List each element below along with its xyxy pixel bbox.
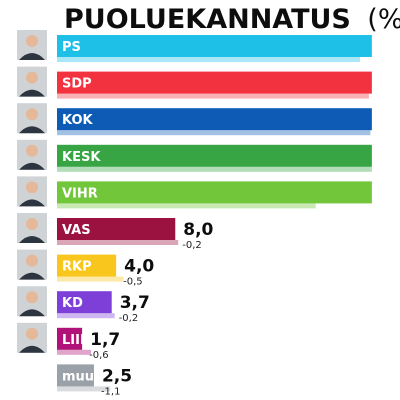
party-label-kok: KOK — [62, 113, 94, 128]
prev-bar-sdp — [57, 93, 369, 99]
chart-title-suffix: (%) — [367, 4, 400, 35]
shoulders-sdp — [19, 89, 45, 97]
change-label-kd: -0,2 — [119, 313, 139, 324]
value-label-kd: 3,7 — [120, 293, 150, 313]
party-label-liik: LIIK — [62, 333, 91, 348]
prev-bar-kesk — [57, 166, 372, 172]
bar-ps — [57, 35, 372, 57]
party-label-muut: muut — [62, 369, 100, 384]
prev-bar-vas — [57, 240, 179, 245]
shoulders-kesk — [19, 162, 45, 170]
bar-kok — [57, 108, 372, 131]
photo-vihr — [17, 176, 47, 207]
face-liik — [26, 327, 38, 340]
photo-kd — [17, 286, 47, 317]
value-label-muut: 2,5 — [102, 366, 132, 386]
face-vas — [26, 218, 38, 230]
prev-bar-kd — [57, 313, 115, 319]
shoulders-ps — [19, 53, 45, 60]
face-kok — [26, 108, 38, 121]
face-vihr — [26, 181, 38, 194]
bar-sdp — [57, 71, 372, 94]
bar-vihr — [57, 181, 372, 204]
prev-bar-muut — [57, 386, 111, 392]
bar-vas — [57, 218, 176, 240]
photo-kesk — [17, 139, 47, 170]
shoulders-liik — [19, 345, 45, 353]
party-label-vihr: VIHR — [62, 186, 98, 201]
shoulders-rkp — [19, 272, 45, 280]
photo-ps — [17, 30, 47, 60]
prev-bar-rkp — [57, 276, 124, 282]
face-kd — [26, 291, 38, 304]
face-rkp — [26, 254, 38, 267]
change-label-muut: -1,1 — [101, 386, 121, 397]
prev-bar-liik — [57, 349, 91, 355]
change-label-liik: -0,6 — [89, 350, 109, 361]
photo-kok — [17, 103, 47, 134]
shoulders-vas — [19, 236, 45, 243]
bar-liik — [57, 327, 83, 350]
face-ps — [26, 35, 38, 47]
bar-muut — [57, 364, 94, 387]
bar-rkp — [57, 254, 117, 277]
party-label-vas: VAS — [62, 223, 91, 238]
photo-sdp — [17, 66, 47, 97]
party-label-kesk: KESK — [62, 150, 101, 165]
prev-bar-ps — [57, 57, 361, 62]
party-label-ps: PS — [62, 40, 81, 55]
party-label-rkp: RKP — [62, 260, 92, 275]
change-label-vas: -0,2 — [182, 240, 202, 251]
shoulders-vihr — [19, 199, 45, 207]
photo-vas — [17, 213, 47, 243]
chart-title: PUOLUEKANNATUS (%) — [64, 4, 400, 35]
party-label-sdp: SDP — [62, 77, 92, 92]
value-label-rkp: 4,0 — [124, 257, 154, 277]
value-label-vas: 8,0 — [183, 220, 213, 240]
shoulders-kok — [19, 126, 45, 134]
face-kesk — [26, 144, 38, 157]
photo-liik — [17, 322, 47, 353]
photo-rkp — [17, 249, 47, 280]
chart-title-main: PUOLUEKANNATUS — [64, 4, 351, 35]
prev-bar-vihr — [57, 203, 316, 209]
bar-kesk — [57, 144, 372, 167]
shoulders-kd — [19, 309, 45, 317]
change-label-rkp: -0,5 — [123, 277, 143, 288]
prev-bar-kok — [57, 130, 371, 136]
value-label-liik: 1,7 — [90, 330, 120, 350]
face-sdp — [26, 71, 38, 84]
bar-kd — [57, 291, 112, 314]
party-label-kd: KD — [62, 296, 83, 311]
